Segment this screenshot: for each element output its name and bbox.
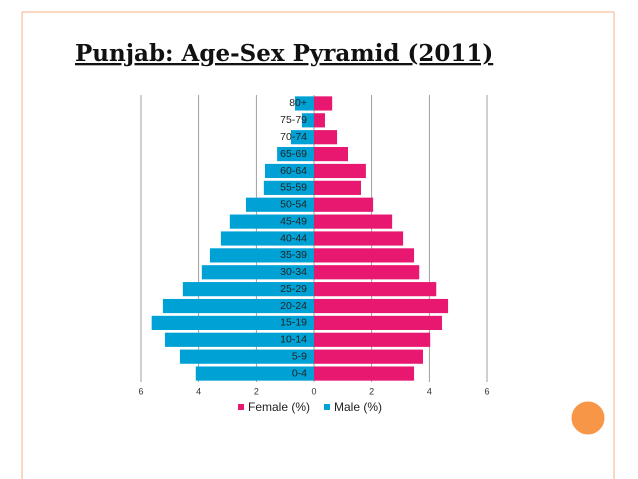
y-tick-label: 40-44	[280, 232, 307, 244]
y-tick-label: 80+	[289, 97, 307, 109]
bar	[314, 265, 420, 280]
bar	[314, 180, 361, 195]
x-tick-label: 0	[311, 386, 316, 396]
bar	[182, 282, 314, 297]
bar	[209, 248, 314, 263]
bar	[314, 282, 437, 297]
bar	[314, 214, 393, 229]
bar	[314, 332, 431, 347]
legend-swatch	[238, 404, 244, 410]
x-tick-label: 4	[427, 386, 432, 396]
y-tick-label: 60-64	[280, 165, 307, 177]
bar	[263, 180, 314, 195]
bar	[245, 197, 314, 212]
bar	[277, 146, 314, 162]
bar	[301, 113, 314, 128]
bar	[314, 130, 338, 145]
x-tick-label: 2	[369, 386, 374, 396]
bar	[179, 349, 314, 364]
y-tick-label: 10-14	[280, 334, 307, 346]
bar	[294, 96, 314, 111]
y-tick-label: 15-19	[280, 317, 307, 329]
y-tick-label: 35-39	[280, 249, 307, 261]
bar	[164, 332, 314, 347]
y-tick-label: 30-34	[280, 266, 307, 278]
x-tick-label: 2	[254, 386, 259, 396]
bar	[314, 315, 443, 331]
y-tick-label: 50-54	[280, 199, 307, 211]
y-tick-label: 45-49	[280, 215, 307, 227]
y-tick-label: 5-9	[292, 350, 307, 362]
bar	[195, 366, 314, 381]
bar	[314, 248, 415, 263]
bar	[314, 298, 449, 314]
bar	[314, 146, 349, 162]
legend-label: Female (%)	[248, 400, 310, 414]
bar	[220, 231, 314, 246]
bar	[314, 163, 366, 179]
y-tick-label: 0-4	[292, 367, 307, 379]
y-tick-label: 65-69	[280, 148, 307, 160]
bar	[162, 298, 314, 314]
y-tick-label: 70-74	[280, 131, 307, 143]
bar	[314, 349, 423, 364]
bar	[201, 265, 314, 280]
bar	[151, 315, 314, 331]
bar	[314, 231, 404, 246]
chart-title: Punjab: Age-Sex Pyramid (2011)	[75, 40, 493, 67]
bar	[229, 214, 314, 229]
bar	[314, 96, 333, 111]
bar	[314, 197, 374, 212]
bar	[290, 130, 314, 145]
y-tick-label: 20-24	[280, 300, 307, 312]
x-tick-label: 4	[196, 386, 201, 396]
bar	[264, 163, 314, 179]
x-tick-label: 6	[484, 386, 489, 396]
legend-label: Male (%)	[334, 400, 382, 414]
y-tick-label: 75-79	[280, 114, 307, 126]
bar	[314, 366, 415, 381]
y-tick-label: 55-59	[280, 182, 307, 194]
chart: 6 4 2 0 2 4 6 0-4 5-9 10-14 15-19 20-24 25-29 30-34 35…	[138, 95, 490, 414]
legend-swatch	[324, 404, 331, 410]
bar	[314, 113, 325, 128]
y-tick-label: 25-29	[280, 283, 307, 295]
decor-circle	[568, 398, 608, 438]
x-tick-label: 6	[138, 386, 143, 396]
